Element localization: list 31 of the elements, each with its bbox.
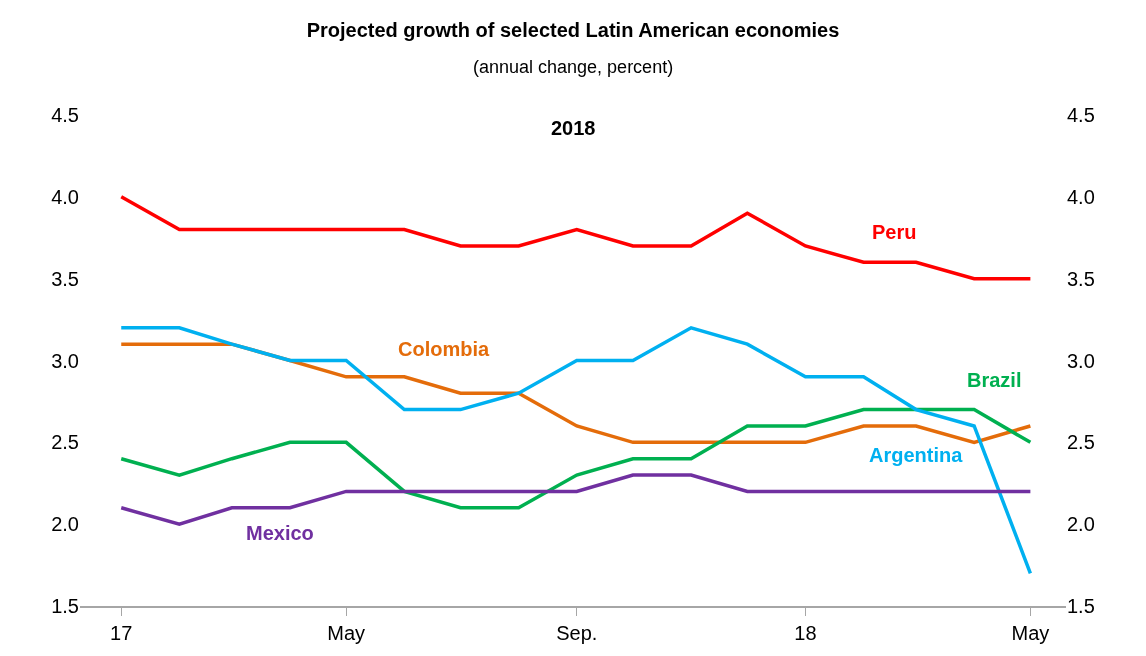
- series-label: Mexico: [246, 522, 314, 544]
- line-series: [119, 407, 1033, 510]
- annotation: 2018: [551, 117, 596, 139]
- line-series: [119, 326, 1033, 576]
- y2-tick-label: 1.5: [1067, 595, 1095, 617]
- series-label: Argentina: [869, 444, 964, 466]
- x-tick-label: May: [1011, 622, 1050, 644]
- series-label: Colombia: [398, 338, 490, 360]
- line-series: [119, 195, 1033, 281]
- y2-tick-label: 3.5: [1067, 267, 1095, 290]
- chart-subtitle: (annual change, percent): [473, 57, 674, 77]
- x-tick-label: 18: [794, 622, 817, 644]
- x-tick-label: 17: [110, 622, 133, 644]
- y-tick-label: 2.0: [51, 513, 79, 536]
- chart-title: Projected growth of selected Latin American economies: [306, 18, 840, 41]
- series-label: Peru: [872, 221, 917, 243]
- y2-tick-label: 4.5: [1067, 104, 1095, 126]
- y-tick-label: 2.5: [51, 431, 79, 454]
- x-tick-label: Sep.: [556, 622, 598, 644]
- x-tick-label: May: [327, 622, 366, 644]
- y-tick-label: 3.0: [51, 349, 79, 372]
- y-tick-label: 4.0: [51, 185, 79, 208]
- series-label: Brazil: [967, 369, 1022, 391]
- line-series: [119, 473, 1033, 526]
- y-tick-label: 4.5: [51, 104, 79, 126]
- y2-tick-label: 2.0: [1067, 513, 1095, 536]
- y-tick-label: 3.5: [51, 267, 79, 290]
- y2-tick-label: 3.0: [1067, 349, 1095, 372]
- y2-tick-label: 4.0: [1067, 185, 1095, 208]
- y2-tick-label: 2.5: [1067, 431, 1095, 454]
- y-tick-label: 1.5: [51, 595, 79, 617]
